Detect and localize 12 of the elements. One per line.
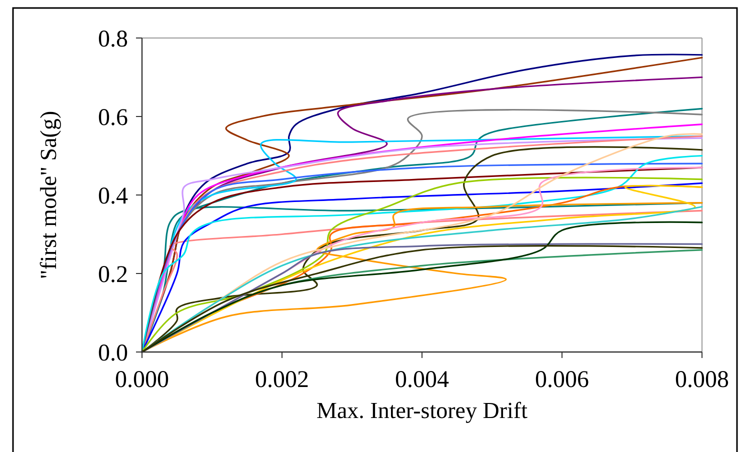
y-tick-label: 0.6: [98, 104, 128, 131]
x-tick-label: 0.006: [535, 367, 589, 393]
x-tick-label: 0.008: [675, 367, 729, 393]
x-tick-label: 0.000: [115, 367, 169, 393]
y-tick-label: 0.0: [98, 340, 128, 366]
y-tick-label: 0.2: [98, 262, 128, 288]
y-tick-label: 0.8: [98, 26, 128, 52]
x-axis-title: Max. Inter-storey Drift: [316, 398, 528, 423]
y-axis-title: "first mode" Sa(g): [36, 110, 61, 280]
y-tick-label: 0.4: [98, 183, 128, 210]
x-tick-label: 0.002: [255, 367, 309, 393]
x-tick-label: 0.004: [395, 367, 449, 393]
